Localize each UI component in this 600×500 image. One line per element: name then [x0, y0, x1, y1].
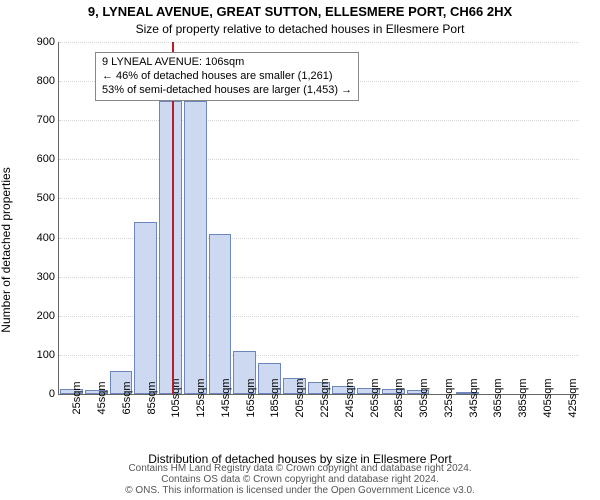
- x-tick-label: 125sqm: [195, 378, 207, 417]
- x-tick-label: 225sqm: [319, 378, 331, 417]
- callout-line-3: 53% of semi-detached houses are larger (…: [102, 84, 352, 98]
- chart-title: 9, LYNEAL AVENUE, GREAT SUTTON, ELLESMER…: [0, 4, 600, 19]
- y-tick-label: 100: [37, 349, 55, 361]
- x-tick-label: 345sqm: [468, 378, 480, 417]
- y-tick-label: 900: [37, 36, 55, 48]
- y-tick-label: 0: [49, 388, 55, 400]
- x-tick-label: 185sqm: [269, 378, 281, 417]
- x-tick-label: 385sqm: [517, 378, 529, 417]
- histogram-bar: [134, 222, 157, 394]
- y-tick-label: 400: [37, 232, 55, 244]
- x-tick-label: 425sqm: [567, 378, 579, 417]
- footer-line-1: Contains HM Land Registry data © Crown c…: [128, 463, 471, 474]
- x-tick-label: 25sqm: [71, 381, 83, 414]
- y-tick-label: 300: [37, 271, 55, 283]
- footer-line-3: © ONS. This information is licensed unde…: [125, 485, 475, 496]
- x-tick-label: 365sqm: [492, 378, 504, 417]
- histogram-bar: [159, 101, 182, 394]
- y-axis-label: Number of detached properties: [0, 167, 13, 332]
- histogram-bar: [209, 234, 232, 394]
- x-tick-label: 165sqm: [245, 378, 257, 417]
- footer-line-2: Contains OS data © Crown copyright and d…: [161, 474, 439, 485]
- footer-attribution: Contains HM Land Registry data © Crown c…: [0, 463, 600, 496]
- x-tick-label: 265sqm: [369, 378, 381, 417]
- histogram-bar: [184, 101, 207, 394]
- x-tick-label: 145sqm: [220, 378, 232, 417]
- x-tick-label: 85sqm: [146, 381, 158, 414]
- y-tick-label: 600: [37, 153, 55, 165]
- callout-line-1: 9 LYNEAL AVENUE: 106sqm: [102, 56, 352, 70]
- y-tick-label: 500: [37, 192, 55, 204]
- grid-line: [59, 198, 579, 199]
- x-tick-label: 325sqm: [443, 378, 455, 417]
- grid-line: [59, 159, 579, 160]
- y-tick-label: 700: [37, 114, 55, 126]
- x-tick-label: 285sqm: [393, 378, 405, 417]
- x-tick-label: 65sqm: [121, 381, 133, 414]
- callout-box: 9 LYNEAL AVENUE: 106sqm← 46% of detached…: [95, 52, 359, 101]
- x-tick-label: 205sqm: [294, 378, 306, 417]
- y-tick-label: 800: [37, 75, 55, 87]
- x-tick-label: 45sqm: [96, 381, 108, 414]
- y-tick-label: 200: [37, 310, 55, 322]
- grid-line: [59, 120, 579, 121]
- callout-line-2: ← 46% of detached houses are smaller (1,…: [102, 70, 352, 84]
- plot-area: 010020030040050060070080090025sqm45sqm65…: [58, 42, 579, 395]
- grid-line: [59, 42, 579, 43]
- chart-subtitle: Size of property relative to detached ho…: [0, 22, 600, 36]
- property-size-chart: 9, LYNEAL AVENUE, GREAT SUTTON, ELLESMER…: [0, 0, 600, 500]
- x-tick-label: 305sqm: [418, 378, 430, 417]
- x-tick-label: 245sqm: [344, 378, 356, 417]
- x-tick-label: 405sqm: [542, 378, 554, 417]
